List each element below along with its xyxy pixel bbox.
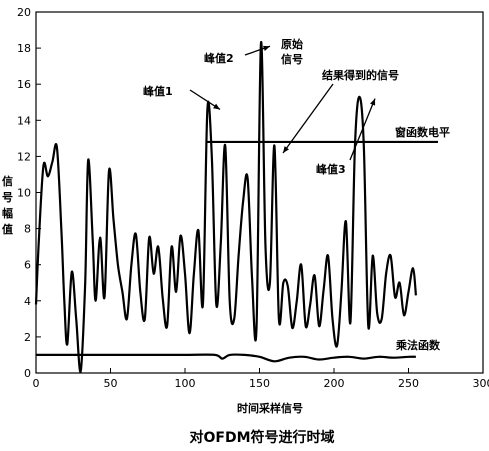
- chart-caption: 对OFDM符号进行时域: [189, 429, 334, 446]
- multiplication-function-line: [36, 353, 416, 363]
- result-signal-label: 结果得到的信号: [321, 68, 399, 82]
- multiplication-function-label: 乘法函数: [395, 338, 441, 352]
- x-tick-label: 150: [249, 377, 270, 390]
- x-axis-label: 时间采样信号: [237, 401, 303, 415]
- arrow-peak-1-head: [213, 103, 220, 110]
- y-tick-label: 16: [17, 78, 31, 91]
- arrow-result-signal: [282, 83, 334, 154]
- peak-2-label: 峰值2: [204, 51, 234, 65]
- x-tick-label: 200: [324, 377, 345, 390]
- peak-3-label: 峰值3: [316, 162, 346, 176]
- y-tick-label: 2: [24, 331, 31, 344]
- y-tick-label: 20: [17, 6, 31, 19]
- plot-area: [34, 41, 438, 373]
- y-tick-label: 18: [17, 42, 31, 55]
- original-signal-label-line1: 原始: [281, 37, 303, 51]
- arrow-result-signal-head: [283, 146, 289, 153]
- y-tick-label: 6: [24, 259, 31, 272]
- x-tick-label: 100: [175, 377, 196, 390]
- original-signal-label-line2: 信号: [281, 52, 303, 66]
- y-axis-label-char: 值: [2, 222, 13, 236]
- arrow-peak-2-head: [263, 45, 270, 51]
- y-axis-label-char: 信: [2, 174, 13, 188]
- peak-1-label: 峰值1: [143, 84, 173, 98]
- window-level-label: 窗函数电平: [395, 125, 450, 139]
- y-axis-label-char: 幅: [2, 206, 13, 220]
- y-tick-label: 4: [24, 295, 31, 308]
- arrow-peak-3-head: [370, 98, 376, 106]
- x-tick-label: 50: [104, 377, 118, 390]
- y-tick-label: 10: [17, 187, 31, 200]
- original-signal-line: [34, 41, 417, 373]
- y-tick-label: 8: [24, 223, 31, 236]
- y-tick-label: 14: [17, 114, 31, 127]
- arrow-peak-3: [349, 98, 376, 161]
- chart-labels: 峰值1峰值2原始信号结果得到的信号峰值3乘法函数窗函数电平信号幅值时间采样信号对…: [2, 37, 450, 446]
- y-tick-label: 12: [17, 150, 31, 163]
- x-tick-label: 0: [33, 377, 40, 390]
- y-axis-label-char: 号: [2, 191, 13, 204]
- y-tick-label: 0: [24, 367, 31, 380]
- x-tick-label: 250: [398, 377, 419, 390]
- x-tick-label: 300: [473, 377, 489, 390]
